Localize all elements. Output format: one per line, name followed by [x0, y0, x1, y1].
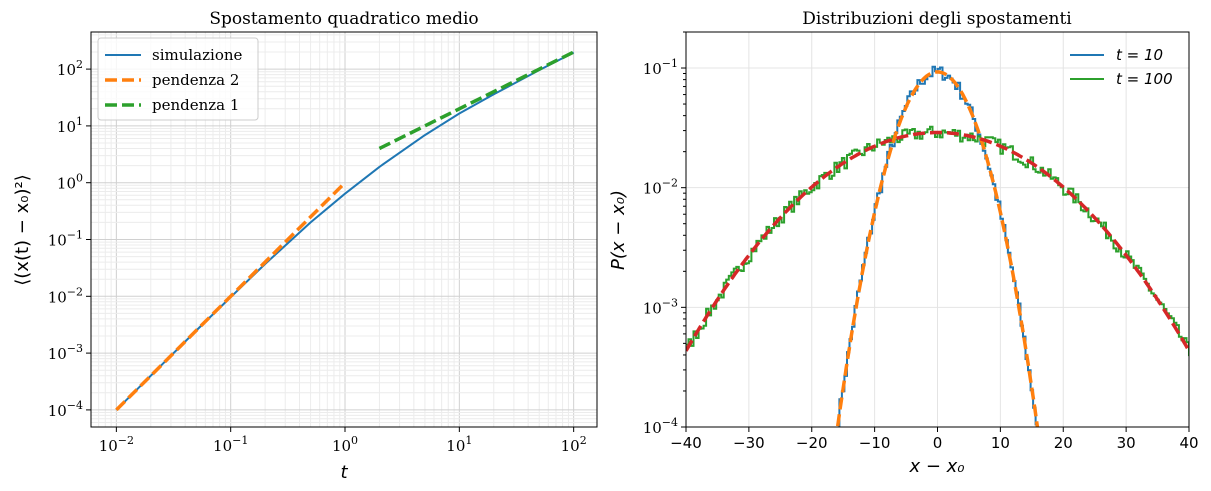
right-x-tick-label: 0	[933, 434, 943, 452]
right-y-tick-label: 10−2	[643, 177, 678, 198]
left-legend-label-2: pendenza 1	[152, 96, 239, 114]
right-x-tick-label: 30	[1117, 434, 1136, 452]
right-series	[686, 65, 1189, 427]
right-y-tick-label-exponent: −3	[662, 296, 678, 309]
left-y-axis-label: ⟨(x(t) − x₀)²⟩	[12, 174, 33, 285]
right-y-tick-label: 10−3	[643, 296, 678, 317]
left-x-tick-label: 101	[446, 434, 472, 455]
left-y-tick-label-mantissa: 10	[48, 232, 67, 250]
left-y-tick-label-mantissa: 10	[48, 345, 67, 363]
left-x-tick-label-exponent: −2	[118, 434, 134, 447]
right-gaussian-fit-2	[835, 70, 1040, 427]
left-legend: simulazione pendenza 2 pendenza 1	[97, 37, 259, 121]
right-title: Distribuzioni degli spostamenti	[802, 9, 1072, 29]
left-y-tick-label: 10−3	[48, 342, 83, 363]
right-x-tick-label: −40	[670, 434, 702, 452]
left-y-tick-label-exponent: −3	[67, 342, 83, 355]
left-legend-label-0: simulazione	[152, 46, 243, 64]
left-y-tick-label-mantissa: 10	[48, 402, 67, 420]
right-x-tick-label: −10	[859, 434, 891, 452]
right-y-tick-label-mantissa: 10	[643, 60, 662, 78]
left-y-tick-label-exponent: 0	[76, 172, 83, 185]
left-x-tick-label-mantissa: 10	[446, 437, 465, 455]
left-legend-label-1: pendenza 2	[152, 71, 239, 89]
right-y-tick-label-mantissa: 10	[643, 180, 662, 198]
left-axes-frame	[90, 31, 598, 428]
right-x-tick-label: 40	[1179, 434, 1198, 452]
left-title: Spostamento quadratico medio	[209, 9, 478, 29]
left-y-tick-label-exponent: 1	[76, 115, 83, 128]
right-legend-label-1: t = 100	[1116, 70, 1173, 88]
left-x-tick-label-exponent: 2	[580, 434, 587, 447]
right-x-tick-label: −20	[796, 434, 828, 452]
left-y-tick-label: 100	[57, 172, 83, 193]
right-x-tick-label: 10	[991, 434, 1010, 452]
right-legend: t = 10 t = 100	[1070, 46, 1173, 88]
left-y-tick-label: 102	[57, 58, 83, 79]
left-y-tick-label-exponent: 2	[76, 58, 83, 71]
right-y-tick-label-mantissa: 10	[643, 299, 662, 317]
left-x-ticks: 10−2 10−1 100 101 102	[99, 427, 587, 455]
left-y-tick-label-exponent: −1	[67, 229, 83, 242]
chart-right: Distribuzioni degli spostamenti −40 −30 −2…	[608, 9, 1199, 477]
right-y-tick-label: 10−1	[643, 57, 678, 78]
left-y-tick-label: 10−4	[48, 399, 83, 420]
right-y-tick-label-exponent: −2	[662, 177, 678, 190]
right-y-tick-label-mantissa: 10	[643, 419, 662, 437]
left-legend-box	[97, 37, 259, 121]
left-x-tick-label: 100	[332, 434, 358, 455]
left-y-tick-label: 10−1	[48, 229, 83, 250]
right-x-axis-label: x − x₀	[908, 456, 964, 477]
chart-left: Spostamento quadratico medio 10−2 10−1 100…	[12, 9, 598, 483]
right-x-tick-label: −30	[733, 434, 765, 452]
right-legend-label-0: t = 10	[1116, 46, 1163, 64]
right-grid	[685, 32, 1190, 428]
left-y-tick-label-exponent: −4	[67, 399, 83, 412]
right-y-axis-label: P(x − x₀)	[608, 190, 629, 270]
left-x-tick-label-exponent: 1	[465, 434, 472, 447]
left-y-tick-label-mantissa: 10	[57, 175, 76, 193]
left-x-tick-label: 10−1	[213, 434, 248, 455]
left-y-tick-label-mantissa: 10	[57, 118, 76, 136]
left-x-tick-label-mantissa: 10	[561, 437, 580, 455]
left-y-tick-label-exponent: −2	[67, 285, 83, 298]
left-series-2-line	[378, 50, 575, 151]
left-x-tick-label: 102	[561, 434, 587, 455]
left-x-tick-label-mantissa: 10	[99, 437, 118, 455]
left-y-tick-label-mantissa: 10	[48, 288, 67, 306]
right-y-ticks: 10−410−310−210−1	[643, 31, 686, 437]
right-gaussian-fit-3	[686, 130, 1189, 352]
left-x-tick-label-mantissa: 10	[332, 437, 351, 455]
left-series	[115, 50, 575, 412]
left-y-tick-label: 10−2	[48, 285, 83, 306]
right-y-tick-label-exponent: −4	[662, 416, 678, 429]
right-x-tick-label: 20	[1054, 434, 1073, 452]
left-x-axis-label: t	[340, 462, 348, 483]
left-y-tick-label-mantissa: 10	[57, 61, 76, 79]
left-y-tick-label: 101	[57, 115, 83, 136]
left-series-1-line	[115, 181, 347, 412]
left-x-tick-label-exponent: −1	[232, 434, 248, 447]
left-x-tick-label-mantissa: 10	[213, 437, 232, 455]
right-y-tick-label-exponent: −1	[662, 57, 678, 70]
right-y-tick-label: 10−4	[643, 416, 678, 437]
left-x-tick-label: 10−2	[99, 434, 134, 455]
right-x-ticks: −40 −30 −20 −10 0 10 20 30 40	[670, 427, 1199, 452]
left-x-tick-label-exponent: 0	[351, 434, 358, 447]
